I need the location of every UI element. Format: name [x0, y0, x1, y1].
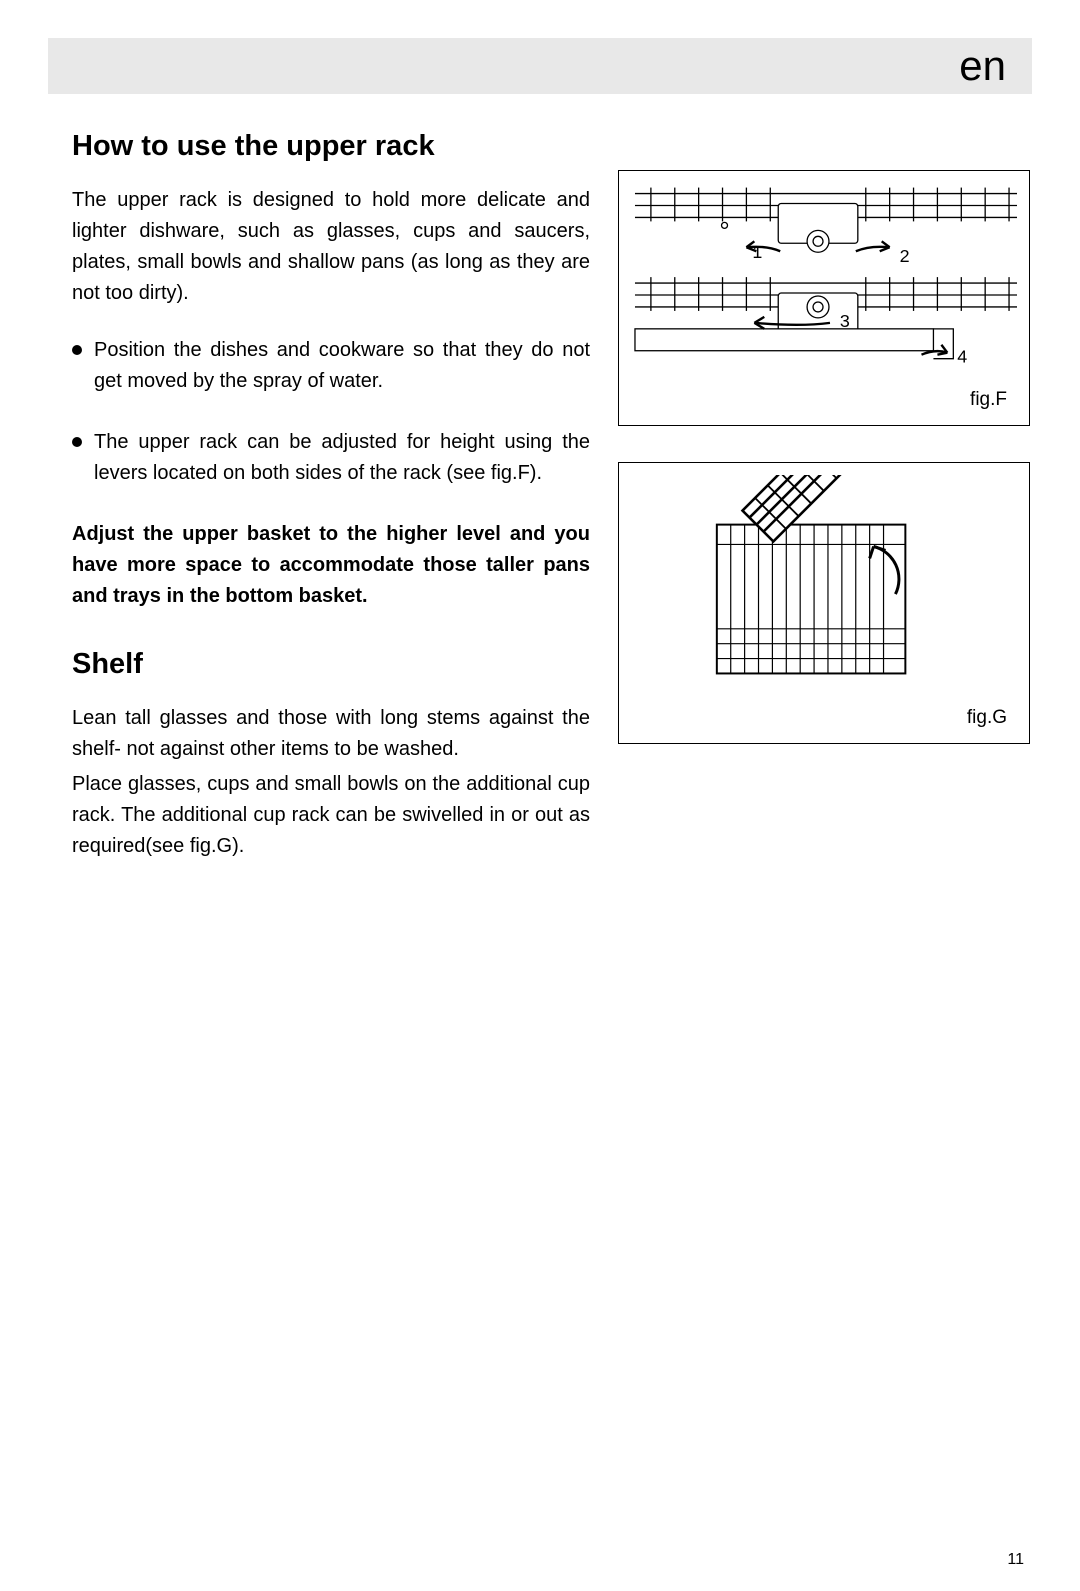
bullet-list: Position the dishes and cookware so that…: [72, 335, 590, 489]
intro-paragraph: The upper rack is designed to hold more …: [72, 185, 590, 309]
fig-f-label-4: 4: [957, 347, 967, 367]
shelf-para-1: Lean tall glasses and those with long st…: [72, 703, 590, 765]
bold-note: Adjust the upper basket to the higher le…: [72, 519, 590, 612]
figure-column: 1 2: [618, 130, 1030, 888]
fig-f-label-3: 3: [840, 311, 850, 331]
heading-shelf: Shelf: [72, 648, 590, 681]
bullet-item: The upper rack can be adjusted for heigh…: [72, 427, 590, 489]
language-indicator: en: [959, 42, 1006, 90]
page-content: How to use the upper rack The upper rack…: [72, 130, 1024, 888]
text-column: How to use the upper rack The upper rack…: [72, 130, 590, 888]
figure-f-caption: fig.F: [970, 389, 1007, 411]
fig-f-label-1: 1: [752, 242, 762, 262]
heading-upper-rack: How to use the upper rack: [72, 130, 590, 163]
page-number: 11: [1007, 1551, 1024, 1569]
bullet-item: Position the dishes and cookware so that…: [72, 335, 590, 397]
figure-g-caption: fig.G: [967, 707, 1007, 729]
header-band: en: [48, 38, 1032, 94]
figure-f-diagram: 1 2: [631, 183, 1017, 413]
figure-g-diagram: [631, 475, 1017, 731]
fig-f-label-2: 2: [900, 246, 910, 266]
figure-f-box: 1 2: [618, 170, 1030, 426]
shelf-para-2: Place glasses, cups and small bowls on t…: [72, 769, 590, 862]
figure-g-box: fig.G: [618, 462, 1030, 744]
